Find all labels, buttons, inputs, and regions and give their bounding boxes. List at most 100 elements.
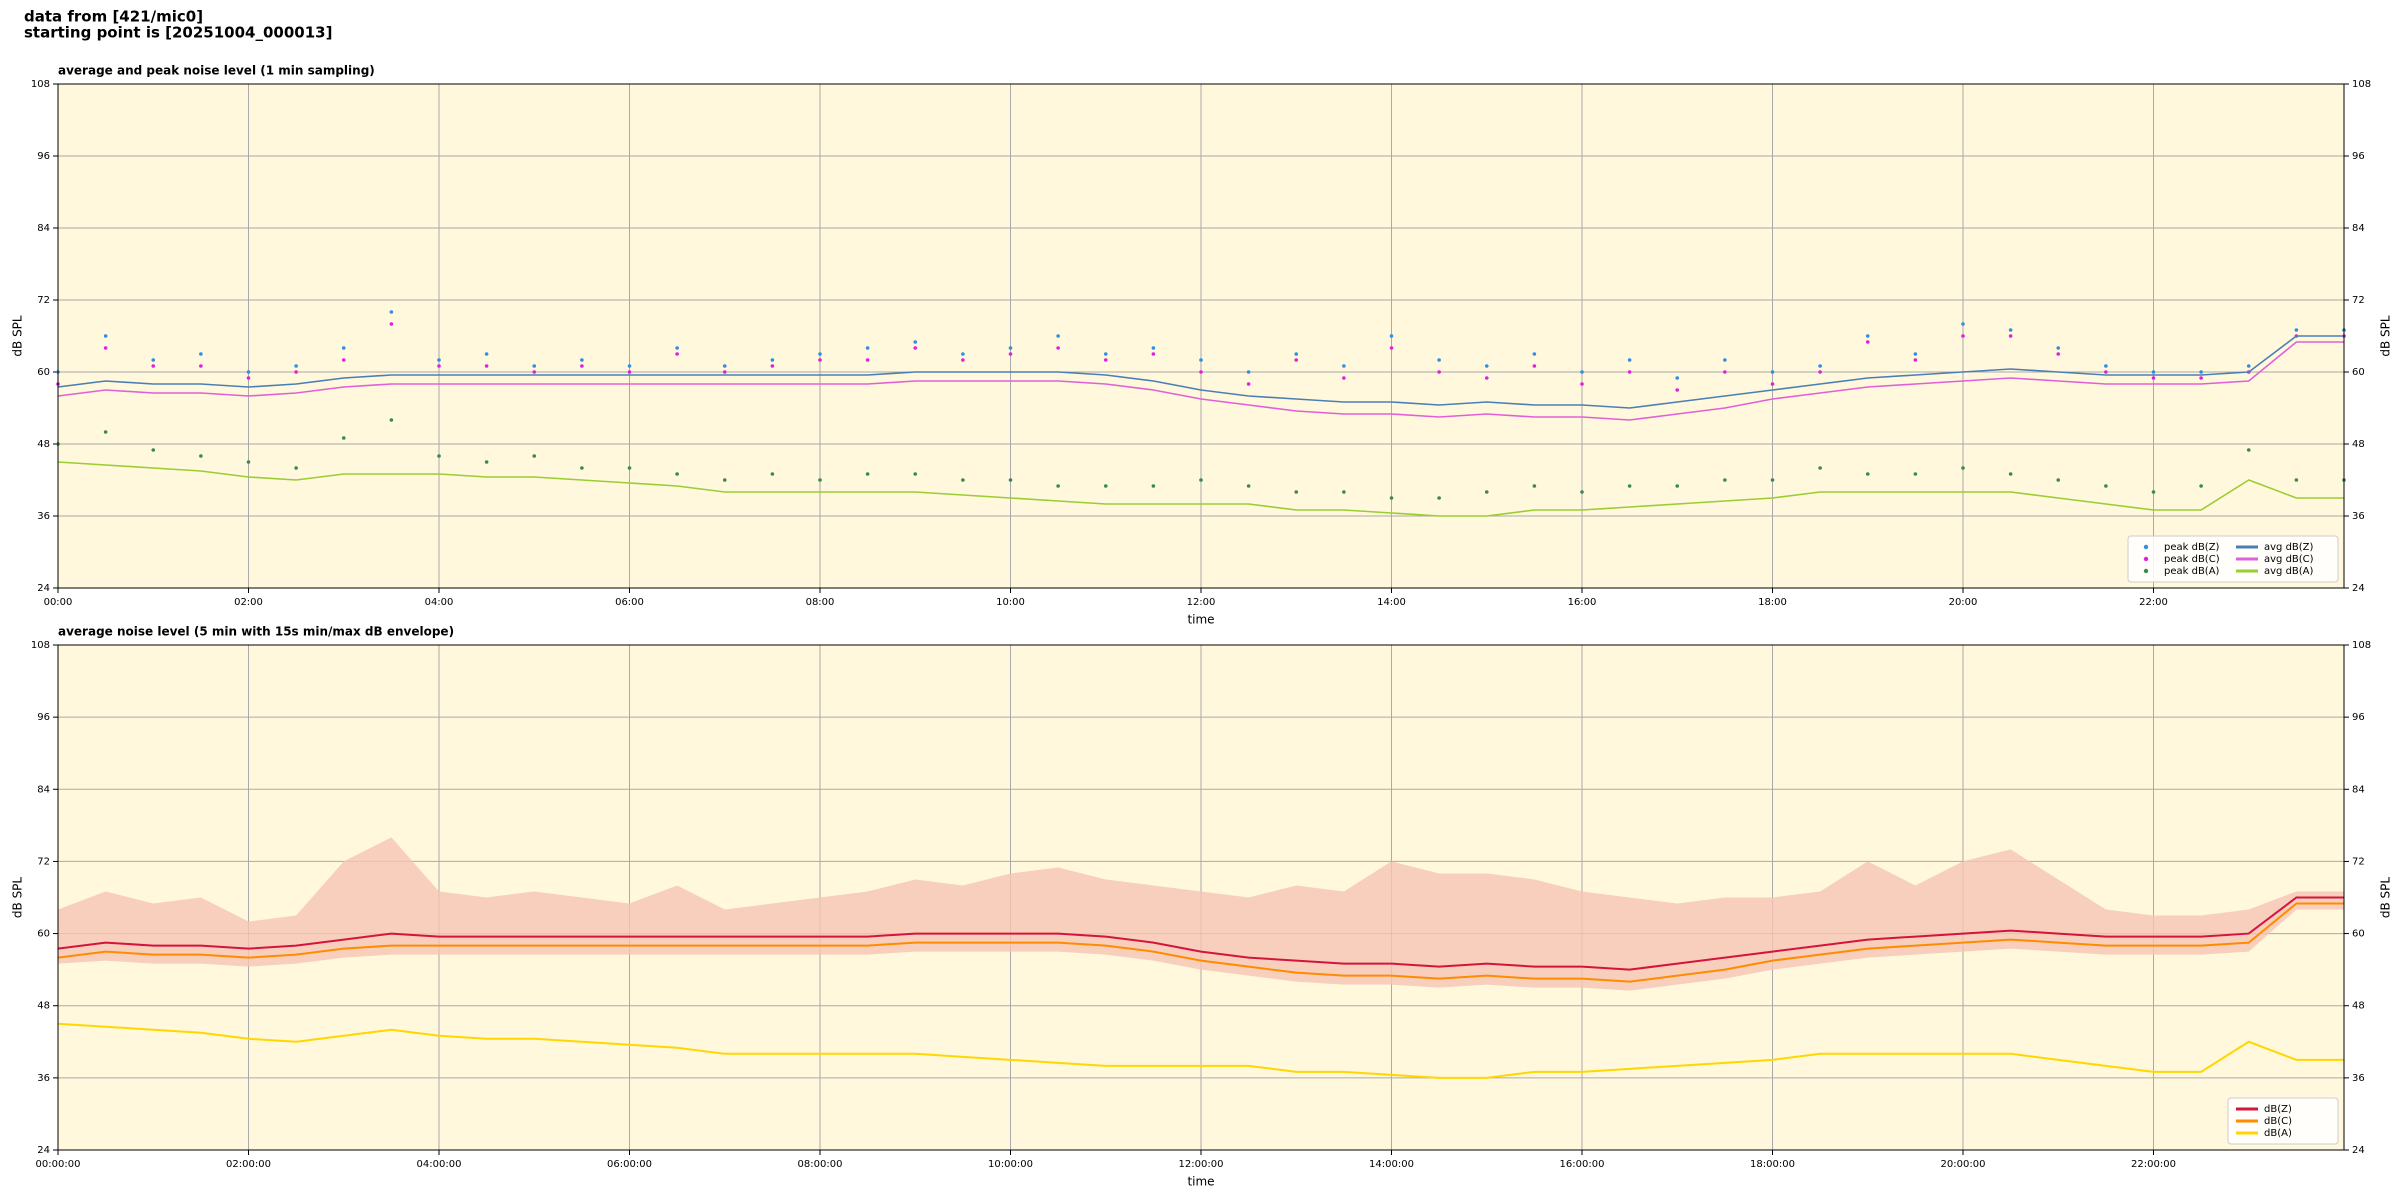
x-tick-label: 18:00:00	[1750, 1159, 1795, 1170]
y2-tick-label: 72	[2352, 295, 2365, 306]
peak-point	[1008, 346, 1013, 350]
x-tick-label: 20:00	[1949, 597, 1978, 608]
peak-point	[1056, 346, 1060, 350]
peak-point	[1770, 370, 1775, 374]
y-tick-label: 60	[37, 367, 50, 378]
peak-point	[532, 364, 537, 368]
peak-point	[246, 460, 251, 464]
peak-point	[1246, 382, 1251, 386]
peak-point	[1580, 382, 1584, 386]
y-tick-label: 96	[37, 712, 50, 723]
peak-point	[1532, 364, 1537, 368]
peak-point	[2104, 364, 2108, 368]
peak-point	[1770, 382, 1775, 386]
peak-point	[1627, 370, 1632, 374]
x-tick-label: 12:00	[1187, 597, 1216, 608]
peak-point	[294, 364, 298, 368]
peak-point	[1199, 358, 1203, 362]
peak-point	[532, 454, 537, 458]
peak-point	[818, 358, 822, 362]
peak-point	[1008, 352, 1013, 356]
plot-frame	[57, 83, 2345, 589]
peak-point	[865, 358, 870, 362]
x-tick-label: 02:00:00	[226, 1159, 271, 1170]
peak-point	[2104, 370, 2108, 374]
peak-point	[199, 454, 203, 458]
y2-axis-label: dB SPL	[2379, 877, 2393, 919]
peak-point	[1294, 358, 1299, 362]
peak-point	[961, 352, 965, 356]
legend-label: peak dB(A)	[2164, 566, 2220, 577]
peak-point	[484, 460, 489, 464]
peak-point	[1008, 478, 1013, 482]
peak-point	[389, 310, 394, 314]
x-tick-label: 18:00	[1758, 597, 1787, 608]
legend-label: avg dB(Z)	[2264, 542, 2314, 553]
peak-point	[1770, 478, 1775, 482]
peak-point	[1723, 478, 1727, 482]
peak-point	[1437, 370, 1441, 374]
peak-point	[722, 364, 727, 368]
peak-point	[1532, 352, 1537, 356]
y2-tick-label: 84	[2352, 223, 2365, 234]
peak-point	[2151, 376, 2156, 380]
legend-marker	[2143, 568, 2149, 574]
y2-tick-label: 24	[2352, 1145, 2365, 1156]
x-tick-label: 06:00	[615, 597, 644, 608]
peak-point	[2199, 484, 2203, 488]
y-tick-label: 72	[37, 295, 50, 306]
y2-tick-label: 96	[2352, 151, 2365, 162]
peak-point	[865, 472, 870, 476]
peak-point	[1580, 370, 1584, 374]
y2-tick-label: 60	[2352, 929, 2365, 940]
peak-point	[532, 370, 537, 374]
y2-tick-label: 48	[2352, 439, 2365, 450]
y-tick-label: 72	[37, 856, 50, 867]
peak-point	[1151, 346, 1156, 350]
peak-point	[294, 370, 298, 374]
peak-point	[2246, 364, 2251, 368]
header-line: data from [421/mic0]	[24, 8, 203, 26]
peak-point	[1294, 490, 1299, 494]
y-axis-label: dB SPL	[11, 877, 25, 919]
peak-point	[627, 466, 632, 470]
peak-point	[1627, 358, 1632, 362]
peak-point	[770, 364, 775, 368]
peak-point	[1961, 466, 1965, 470]
peak-point	[1961, 334, 1965, 338]
peak-point	[913, 472, 918, 476]
peak-point	[770, 358, 775, 362]
peak-point	[199, 352, 203, 356]
legend-label: dB(Z)	[2264, 1104, 2292, 1115]
peak-point	[103, 346, 108, 350]
peak-point	[1723, 358, 1727, 362]
plot-frame	[57, 644, 2345, 1151]
peak-point	[1056, 334, 1060, 338]
y2-tick-label: 96	[2352, 712, 2365, 723]
peak-point	[2294, 328, 2299, 332]
peak-point	[913, 346, 918, 350]
y2-tick-label: 72	[2352, 856, 2365, 867]
header-line: starting point is [20251004_000013]	[24, 24, 332, 42]
peak-point	[1627, 484, 1632, 488]
peak-point	[246, 370, 251, 374]
peak-point	[627, 364, 632, 368]
x-tick-label: 22:00:00	[2131, 1159, 2176, 1170]
peak-point	[1342, 364, 1346, 368]
peak-point	[818, 352, 822, 356]
x-tick-label: 02:00	[234, 597, 263, 608]
peak-point	[1103, 484, 1108, 488]
peak-point	[1151, 352, 1156, 356]
peak-point	[818, 478, 822, 482]
peak-point	[103, 430, 108, 434]
peak-point	[1342, 376, 1346, 380]
x-tick-label: 14:00	[1377, 597, 1406, 608]
peak-point	[1865, 340, 1870, 344]
legend-label: dB(C)	[2264, 1116, 2292, 1127]
peak-point	[437, 454, 441, 458]
peak-point	[151, 364, 156, 368]
legend-marker	[2143, 544, 2149, 550]
peak-point	[1103, 352, 1108, 356]
legend-label: avg dB(A)	[2264, 566, 2314, 577]
